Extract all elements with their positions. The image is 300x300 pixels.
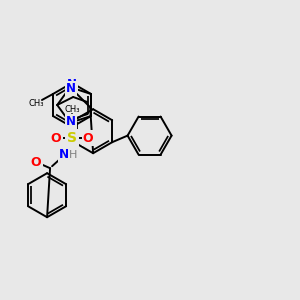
Text: O: O — [83, 132, 93, 145]
Text: S: S — [67, 131, 77, 145]
Text: N: N — [67, 77, 77, 91]
Text: N: N — [66, 115, 76, 128]
Text: N: N — [59, 148, 69, 161]
Text: H: H — [69, 150, 77, 160]
Text: N: N — [66, 82, 76, 95]
Text: CH₃: CH₃ — [64, 104, 80, 113]
Text: CH₃: CH₃ — [28, 98, 44, 107]
Text: N: N — [67, 77, 77, 91]
Text: O: O — [31, 156, 41, 169]
Text: O: O — [51, 132, 62, 145]
